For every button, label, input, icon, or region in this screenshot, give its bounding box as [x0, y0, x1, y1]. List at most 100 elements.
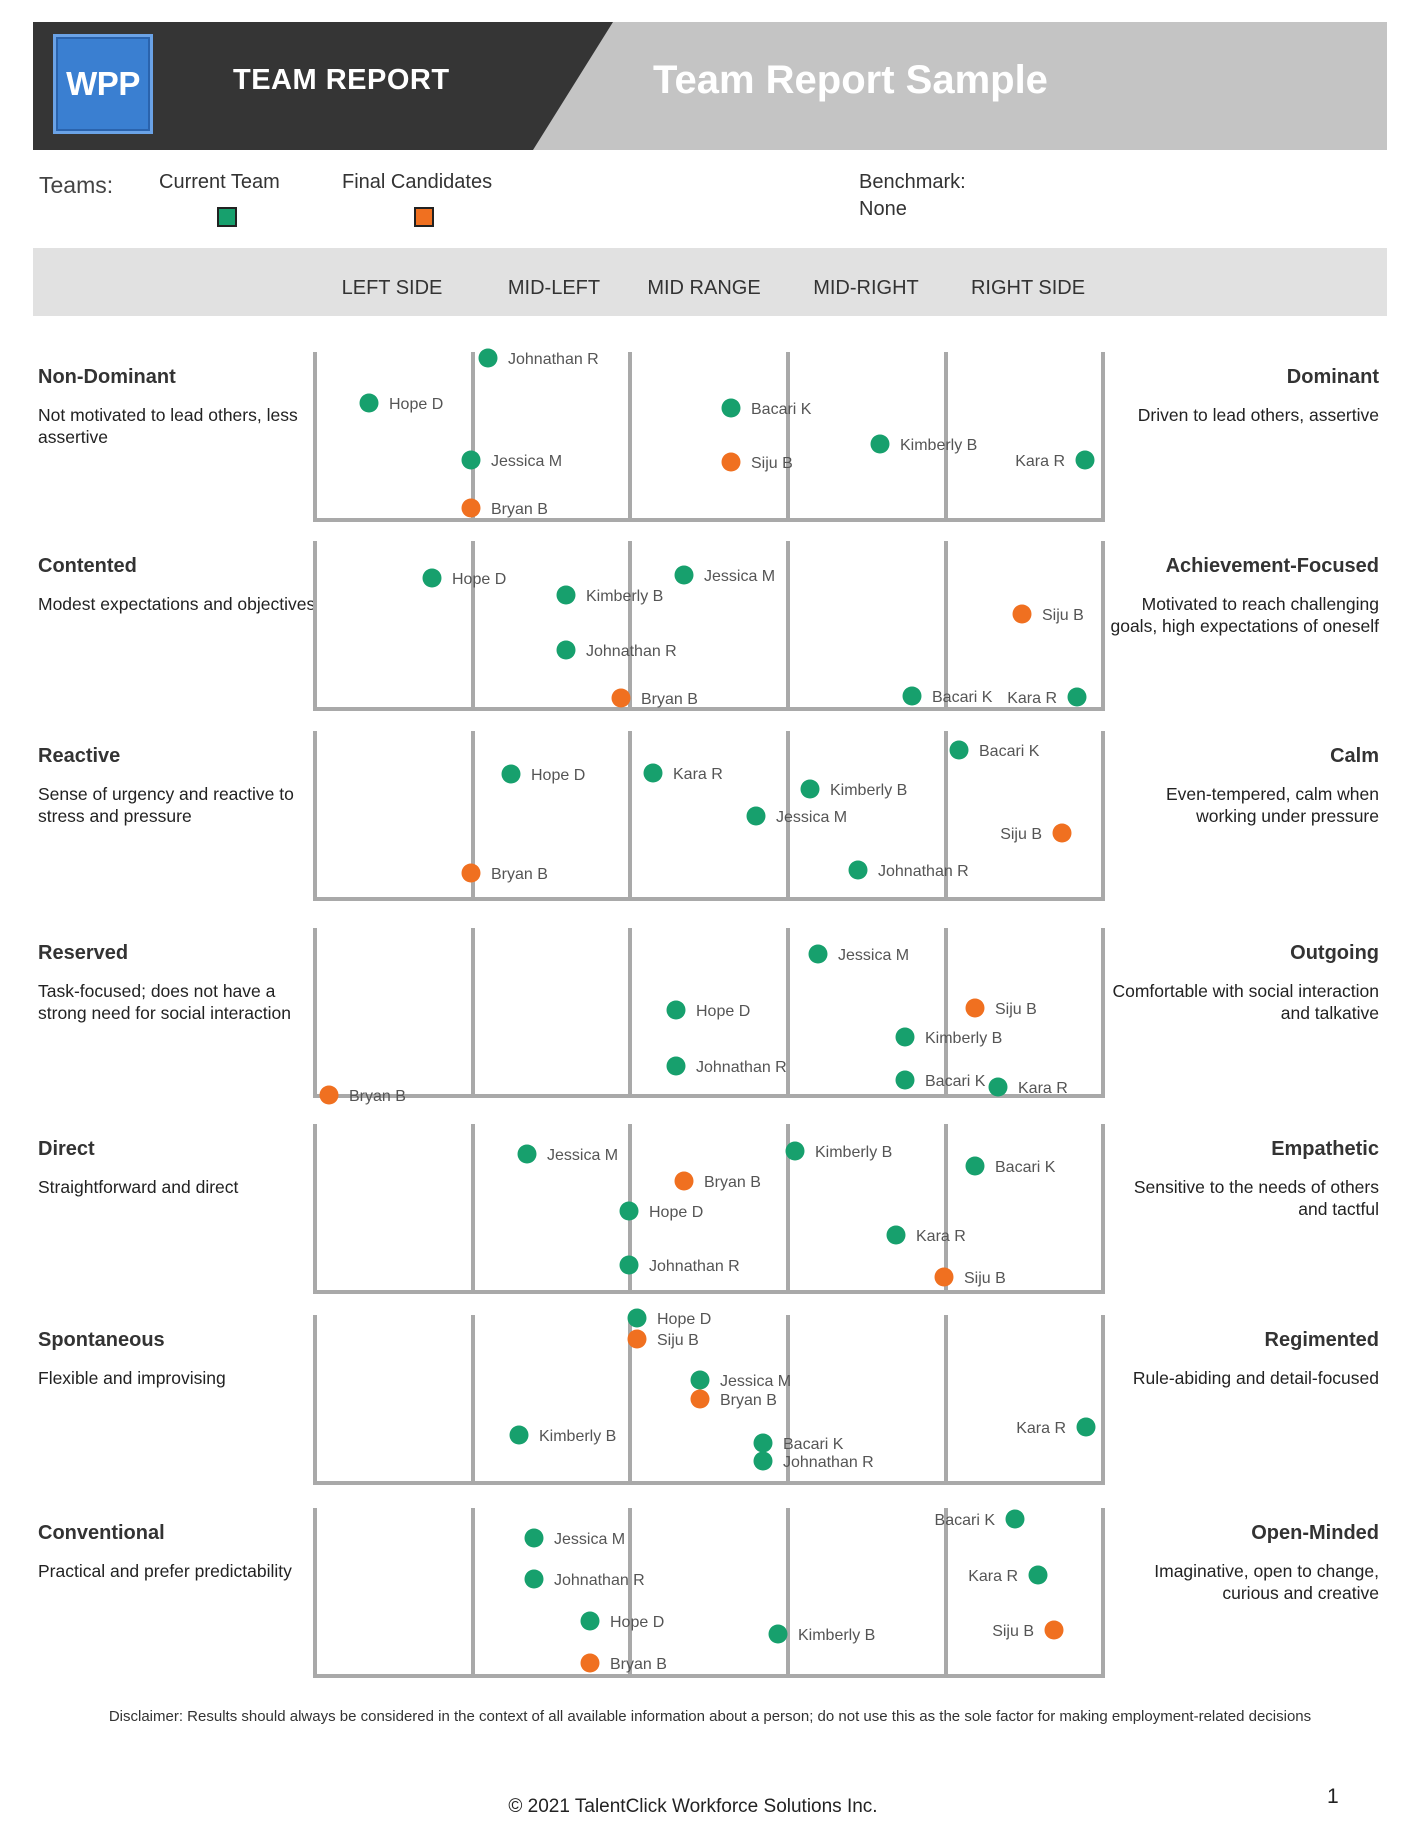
trait-left-name: Contented [38, 555, 137, 577]
current-team-dot [753, 1433, 773, 1453]
person-label: Kara R [968, 1568, 1018, 1585]
person-label: Siju B [995, 1001, 1037, 1018]
current-team-dot [721, 398, 741, 418]
trait-row-grid: Jessica M Siju B Hope D Kimberly B Johnathan… [313, 928, 1105, 1105]
column-right-side: RIGHT SIDE [970, 277, 1086, 299]
person-label: Hope D [610, 1614, 664, 1631]
person-label: Siju B [657, 1332, 699, 1349]
wpp-logo: WPP [53, 34, 153, 134]
trait-left-name: Non-Dominant [38, 366, 176, 388]
final-candidate-dot [965, 998, 985, 1018]
current-team-dot [1075, 450, 1095, 470]
current-team-dot [517, 1144, 537, 1164]
current-team-dot [619, 1201, 639, 1221]
person-label: Bryan B [720, 1392, 777, 1409]
final-candidate-dot [1052, 823, 1072, 843]
current-team-dot [524, 1569, 544, 1589]
current-team-swatch [217, 207, 237, 227]
current-team-dot [1028, 1565, 1048, 1585]
current-team-dot [1005, 1509, 1025, 1529]
final-candidate-dot [580, 1653, 600, 1673]
current-team-dot [556, 585, 576, 605]
person-label: Johnathan R [696, 1059, 787, 1076]
current-team-dot [666, 1000, 686, 1020]
person-label: Johnathan R [649, 1258, 740, 1275]
page-number: 1 [1327, 1785, 1339, 1808]
trait-row-grid: Hope D Jessica M Kimberly B Siju B Johnathan… [313, 541, 1105, 711]
final-candidate-dot [1044, 1620, 1064, 1640]
person-label: Hope D [657, 1311, 711, 1328]
person-label: Kara R [673, 766, 723, 783]
copyright: © 2021 TalentClick Workforce Solutions I… [508, 1796, 878, 1817]
person-label: Jessica M [554, 1531, 625, 1548]
column-mid-left: MID-LEFT [507, 277, 601, 299]
person-label: Kimberly B [798, 1627, 875, 1644]
trait-row-grid: Bacari K Jessica M Kara R Johnathan R Hope D… [313, 1508, 1105, 1678]
column-mid-range: MID RANGE [647, 277, 761, 299]
current-team-dot [627, 1308, 647, 1328]
current-team-dot [524, 1528, 544, 1548]
current-team-dot [902, 686, 922, 706]
trait-right-desc: Sensitive to the needs of others and tac… [1133, 1177, 1379, 1219]
trait-left-name: Spontaneous [38, 1329, 165, 1351]
column-mid-right: MID-RIGHT [813, 277, 919, 299]
trait-left-desc: Not motivated to lead others, less asser… [38, 405, 298, 447]
current-team-dot [886, 1225, 906, 1245]
person-label: Kimberly B [900, 437, 977, 454]
current-team-dot [848, 860, 868, 880]
trait-right-name: Achievement-Focused [1165, 555, 1379, 577]
trait-row-grid: Johnathan R Hope D Bacari K Kimberly B Jessi… [313, 348, 1105, 522]
person-label: Bacari K [935, 1512, 996, 1529]
person-label: Bacari K [995, 1159, 1056, 1176]
person-label: Kimberly B [830, 782, 907, 799]
current-team-dot [988, 1077, 1008, 1097]
legend-final-candidates: Final Candidates [342, 171, 493, 193]
current-team-dot [461, 450, 481, 470]
current-team-dot [895, 1070, 915, 1090]
final-candidate-dot [461, 863, 481, 883]
person-label: Jessica M [838, 947, 909, 964]
person-label: Kara R [1016, 1420, 1066, 1437]
person-label: Kimberly B [539, 1428, 616, 1445]
person-label: Kara R [1015, 453, 1065, 470]
person-label: Bacari K [783, 1436, 844, 1453]
current-team-dot [785, 1141, 805, 1161]
final-candidate-dot [461, 498, 481, 518]
trait-right-name: Regimented [1264, 1329, 1379, 1351]
trait-right-name: Outgoing [1290, 942, 1379, 964]
report-label: TEAM REPORT [233, 64, 450, 96]
final-candidate-dot [934, 1267, 954, 1287]
person-label: Bacari K [925, 1073, 986, 1090]
current-team-dot [1067, 687, 1087, 707]
person-label: Hope D [649, 1204, 703, 1221]
report-header: WPP TEAM REPORT Team Report Sample [33, 22, 1387, 150]
trait-left-desc: Practical and prefer predictability [38, 1561, 292, 1581]
person-label: Jessica M [547, 1147, 618, 1164]
person-label: Hope D [452, 571, 506, 588]
logo-text: WPP [66, 65, 140, 102]
trait-left-name: Conventional [38, 1522, 165, 1544]
trait-left-desc: Flexible and improvising [38, 1368, 226, 1388]
benchmark-label: Benchmark: [859, 171, 966, 193]
person-label: Siju B [1000, 826, 1042, 843]
final-candidate-dot [627, 1329, 647, 1349]
person-label: Kimberly B [586, 588, 663, 605]
trait-left-desc: Modest expectations and objectives [38, 594, 316, 614]
person-label: Jessica M [720, 1373, 791, 1390]
person-label: Siju B [992, 1623, 1034, 1640]
person-label: Bryan B [704, 1174, 761, 1191]
current-team-dot [666, 1056, 686, 1076]
person-label: Johnathan R [783, 1454, 874, 1471]
person-label: Bryan B [641, 691, 698, 708]
current-team-dot [870, 434, 890, 454]
person-label: Kara R [916, 1228, 966, 1245]
person-label: Siju B [1042, 607, 1084, 624]
person-label: Bryan B [610, 1656, 667, 1673]
trait-right-name: Calm [1330, 745, 1379, 767]
current-team-dot [674, 565, 694, 585]
benchmark-value: None [859, 198, 907, 220]
person-label: Kimberly B [815, 1144, 892, 1161]
person-label: Johnathan R [508, 351, 599, 368]
person-label: Bryan B [491, 866, 548, 883]
